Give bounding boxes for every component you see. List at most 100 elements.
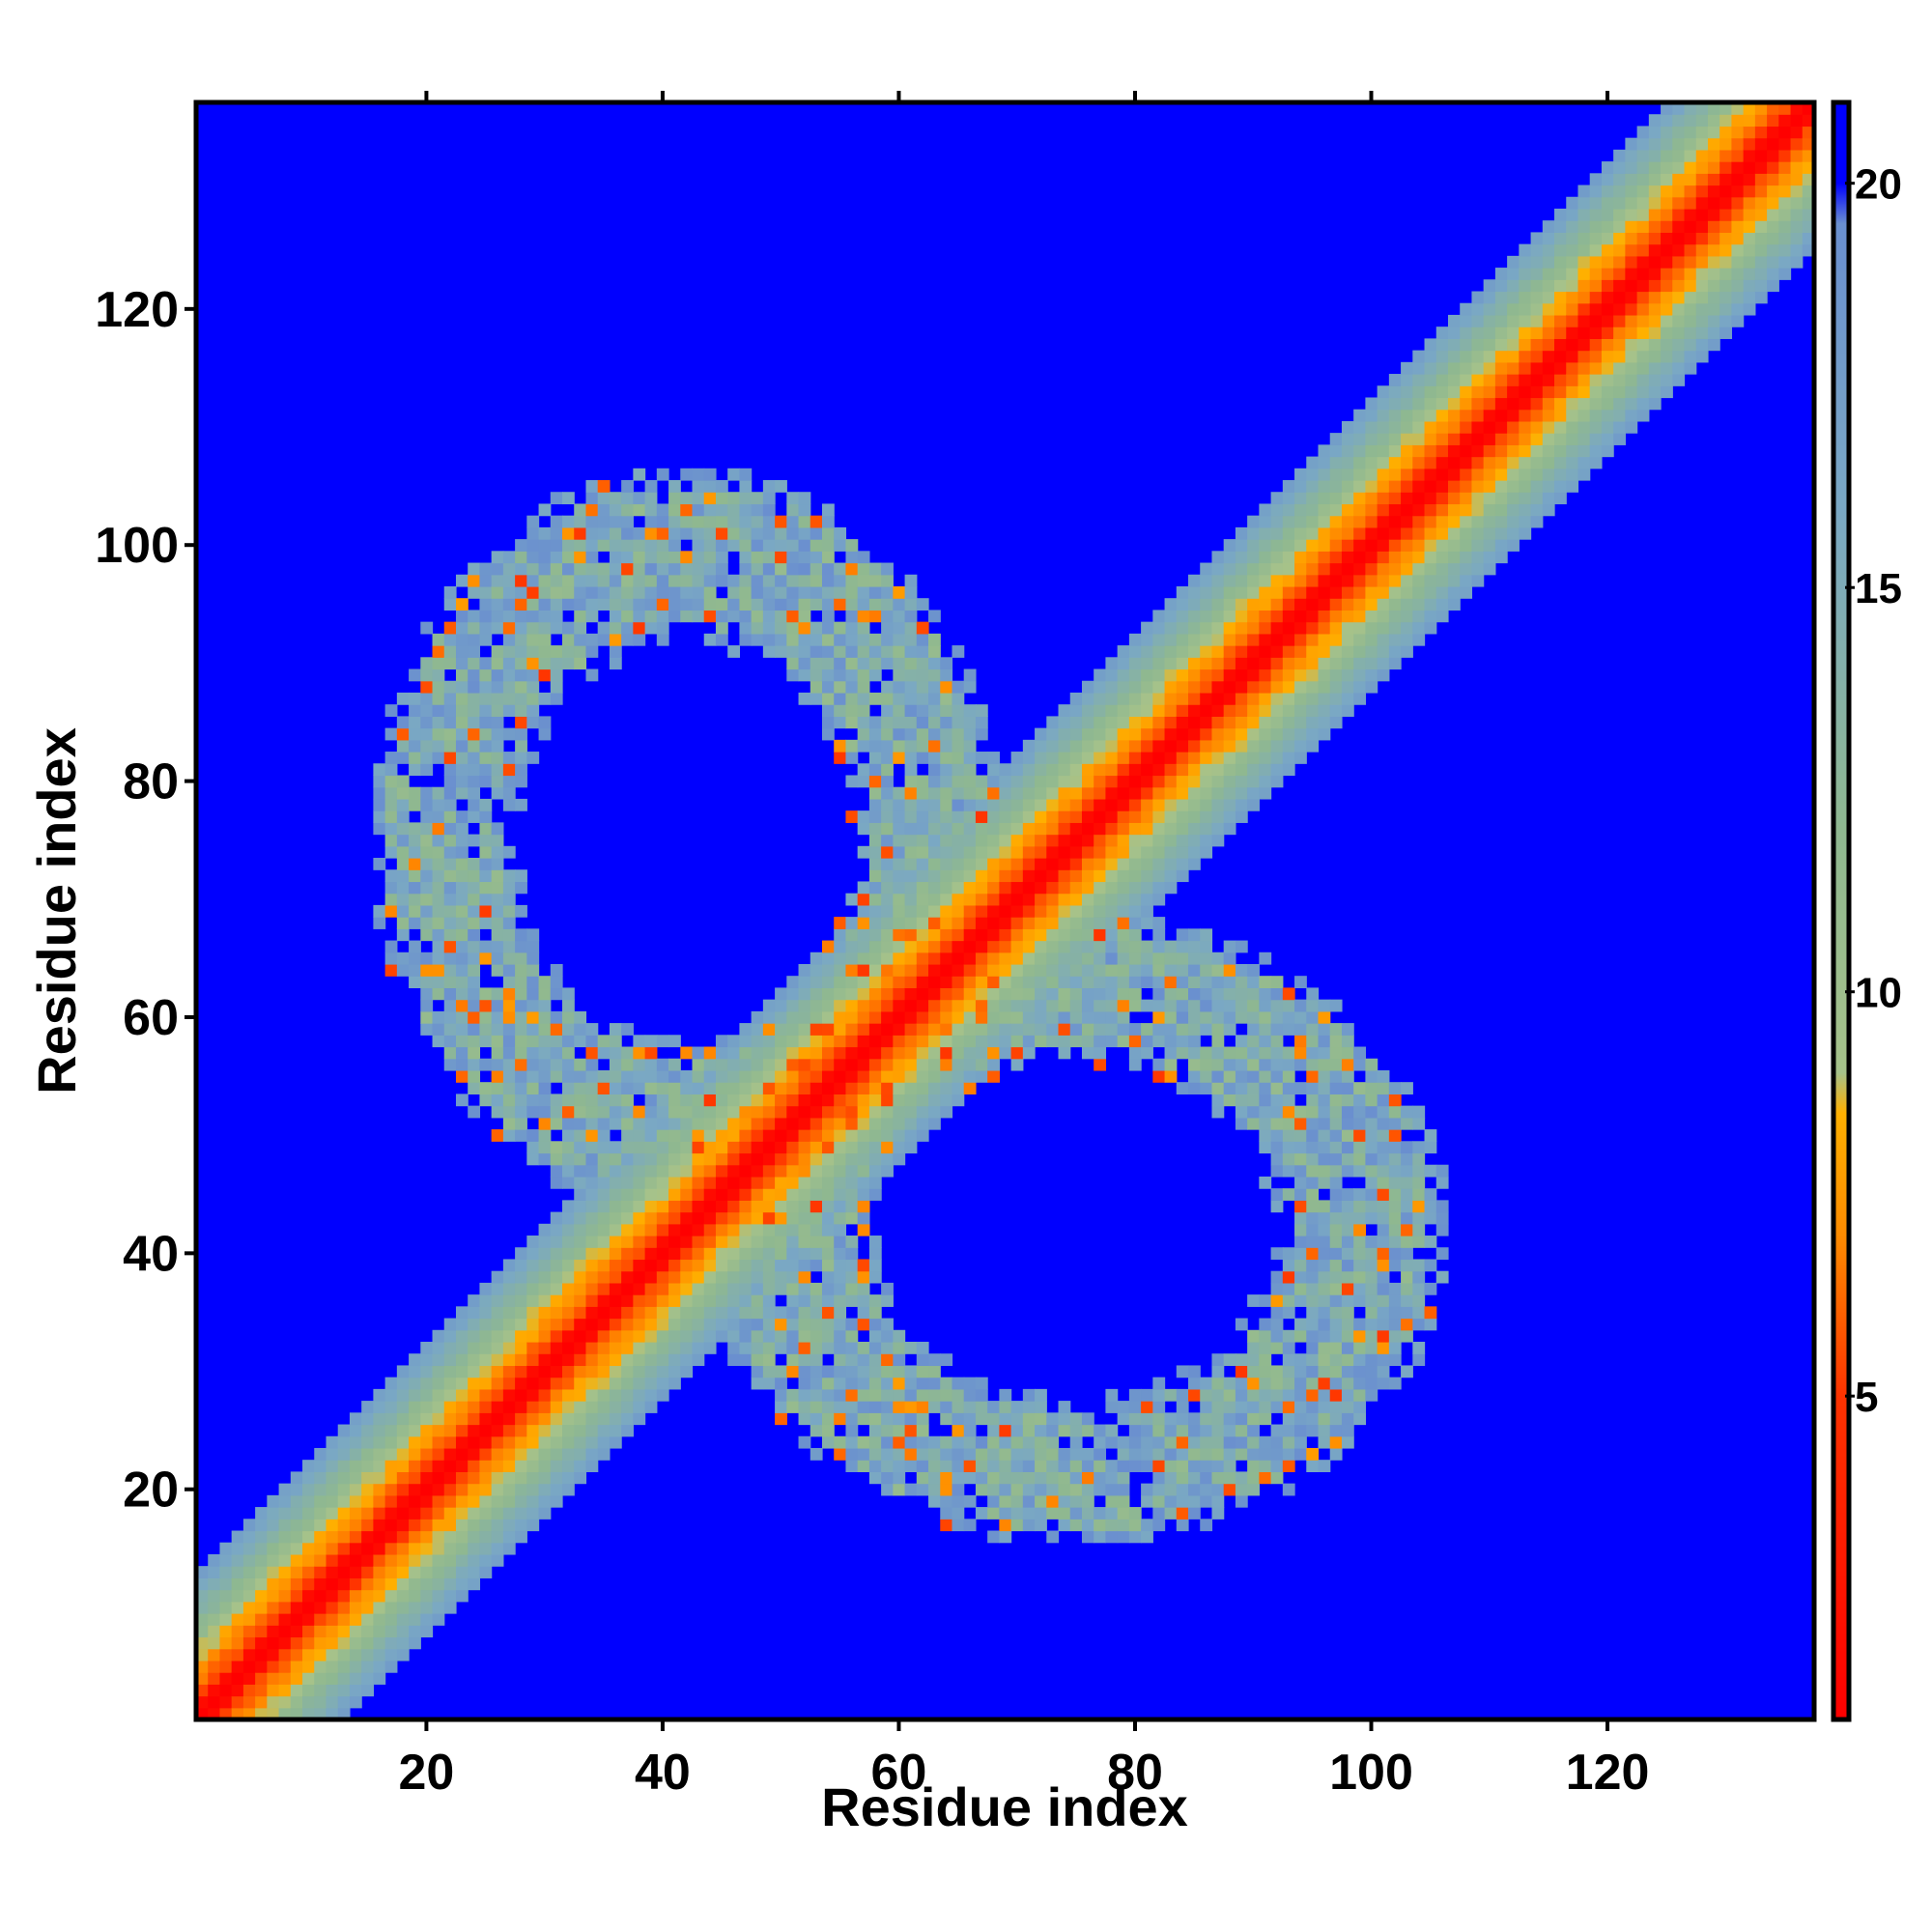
- heatmap-cell: [857, 692, 870, 705]
- heatmap-cell: [550, 1388, 563, 1402]
- heatmap-cell: [550, 1353, 563, 1367]
- heatmap-cell: [834, 1023, 847, 1036]
- heatmap-cell: [775, 1105, 787, 1119]
- heatmap-cell: [597, 1082, 611, 1094]
- heatmap-cell: [928, 963, 941, 977]
- heatmap-cell: [857, 610, 870, 623]
- heatmap-cell: [1318, 598, 1331, 611]
- heatmap-cell: [1094, 1483, 1107, 1496]
- heatmap-cell: [1010, 940, 1024, 953]
- heatmap-cell: [538, 657, 552, 670]
- heatmap-cell: [845, 1141, 859, 1154]
- heatmap-cell: [1235, 610, 1248, 623]
- heatmap-cell: [1176, 1494, 1189, 1508]
- heatmap-cell: [1294, 1247, 1307, 1261]
- heatmap-cell: [1176, 952, 1189, 965]
- heatmap-cell: [502, 952, 516, 965]
- heatmap-cell: [1377, 385, 1390, 399]
- heatmap-cell: [1022, 1010, 1036, 1024]
- heatmap-cell: [1282, 515, 1295, 528]
- heatmap-cell: [1035, 1388, 1047, 1402]
- heatmap-cell: [893, 904, 906, 918]
- heatmap-cell: [963, 1412, 977, 1426]
- heatmap-cell: [963, 858, 977, 870]
- heatmap-cell: [881, 1058, 894, 1071]
- heatmap-cell: [904, 1141, 918, 1154]
- heatmap-cell: [384, 869, 398, 883]
- heatmap-cell: [775, 621, 787, 635]
- heatmap-cell: [267, 1519, 280, 1532]
- heatmap-cell: [633, 1117, 646, 1130]
- heatmap-cell: [916, 1058, 929, 1071]
- heatmap-cell: [621, 480, 634, 493]
- heatmap-cell: [384, 952, 398, 965]
- heatmap-cell: [585, 480, 599, 493]
- heatmap-cell: [502, 1023, 516, 1036]
- heatmap-cell: [609, 1069, 622, 1083]
- heatmap-cell: [409, 1471, 421, 1485]
- heatmap-cell: [1318, 1270, 1331, 1284]
- heatmap-cell: [1235, 1365, 1248, 1378]
- heatmap-cell: [1211, 680, 1225, 694]
- heatmap-cell: [1058, 1494, 1071, 1508]
- heatmap-cell: [810, 692, 823, 705]
- heatmap-cell: [526, 1023, 540, 1036]
- heatmap-cell: [562, 1105, 575, 1119]
- heatmap-cell: [349, 1695, 362, 1709]
- heatmap-cell: [585, 1424, 599, 1437]
- heatmap-cell: [1094, 1010, 1107, 1024]
- heatmap-cell: [821, 952, 835, 965]
- heatmap-cell: [1282, 752, 1295, 764]
- heatmap-cell: [786, 1223, 800, 1236]
- heatmap-cell: [491, 1329, 504, 1343]
- heatmap-cell: [585, 633, 599, 646]
- heatmap-cell: [633, 1211, 646, 1225]
- heatmap-cell: [609, 1329, 622, 1343]
- heatmap-cell: [1094, 869, 1107, 883]
- heatmap-cell: [868, 1129, 882, 1142]
- heatmap-cell: [585, 539, 599, 552]
- heatmap-cell: [1141, 1435, 1153, 1449]
- heatmap-cell: [1035, 1447, 1047, 1461]
- heatmap-cell: [1058, 1046, 1071, 1060]
- heatmap-cell: [940, 752, 953, 764]
- heatmap-cell: [821, 1401, 835, 1413]
- heatmap-cell: [515, 1035, 527, 1048]
- heatmap-cell: [868, 963, 882, 977]
- heatmap-cell: [1294, 1353, 1307, 1367]
- heatmap-cell: [538, 1117, 552, 1130]
- heatmap-cell: [868, 1082, 882, 1094]
- heatmap-cell: [999, 999, 1012, 1012]
- heatmap-cell: [633, 1188, 646, 1201]
- heatmap-cell: [857, 775, 870, 788]
- heatmap-cell: [1329, 551, 1343, 564]
- heatmap-cell: [810, 1035, 823, 1048]
- heatmap-cell: [1211, 633, 1225, 646]
- heatmap-cell: [834, 976, 847, 989]
- heatmap-cell: [798, 1294, 811, 1307]
- heatmap-cell: [798, 539, 811, 552]
- heatmap-cell: [1164, 786, 1178, 800]
- heatmap-cell: [443, 1046, 457, 1060]
- heatmap-cell: [1035, 727, 1047, 741]
- heatmap-cell: [821, 1094, 835, 1107]
- heatmap-cell: [952, 917, 965, 929]
- heatmap-cell: [1329, 657, 1343, 670]
- heatmap-cell: [1105, 1388, 1119, 1402]
- heatmap-cell: [633, 1223, 646, 1236]
- heatmap-cell: [1318, 1353, 1331, 1367]
- heatmap-cell: [526, 1094, 540, 1107]
- heatmap-cell: [845, 1377, 859, 1390]
- heatmap-cell: [668, 574, 681, 587]
- heatmap-cell: [1318, 1010, 1331, 1024]
- heatmap-cell: [1141, 1447, 1153, 1461]
- heatmap-cell: [468, 610, 481, 623]
- heatmap-cell: [432, 928, 445, 942]
- heatmap-cell: [987, 1424, 1000, 1437]
- heatmap-cell: [715, 1164, 728, 1178]
- heatmap-cell: [821, 1046, 835, 1060]
- heatmap-cell: [1270, 526, 1284, 540]
- heatmap-cell: [1117, 999, 1130, 1012]
- heatmap-cell: [1282, 1365, 1295, 1378]
- heatmap-cell: [821, 610, 835, 623]
